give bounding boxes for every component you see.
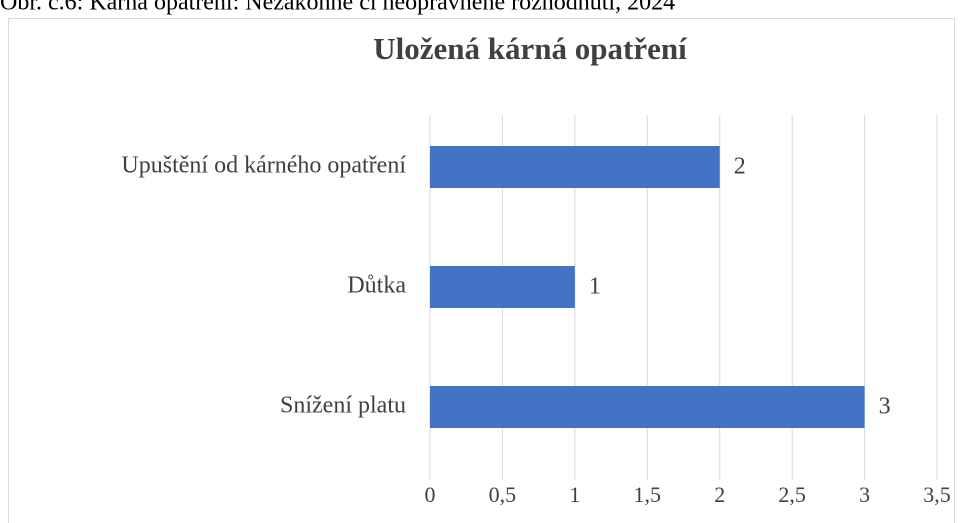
chart-title: Uložená kárná opatření — [373, 31, 687, 66]
bar — [430, 146, 720, 188]
y-tick-label: Důtka — [347, 273, 406, 299]
x-tick-label: 0 — [425, 482, 436, 507]
data-label: 1 — [589, 274, 601, 300]
x-tick-label: 1,5 — [634, 482, 662, 507]
x-tick-label: 3 — [859, 482, 870, 507]
x-tick-label: 2,5 — [778, 482, 806, 507]
x-tick-label: 0,5 — [489, 482, 517, 507]
caption: Obr. č.6: Kárná opatření: Nezákonné či n… — [0, 0, 675, 16]
x-tick-label: 1 — [569, 482, 580, 507]
y-tick-label: Snížení platu — [280, 393, 406, 419]
bar — [430, 266, 575, 308]
data-label: 2 — [734, 154, 746, 180]
x-tick-label: 2 — [714, 482, 725, 507]
y-tick-label: Upuštění od kárného opatření — [121, 153, 406, 179]
x-tick-label: 3,5 — [923, 482, 951, 507]
bar — [430, 386, 865, 428]
data-label: 3 — [879, 394, 891, 420]
